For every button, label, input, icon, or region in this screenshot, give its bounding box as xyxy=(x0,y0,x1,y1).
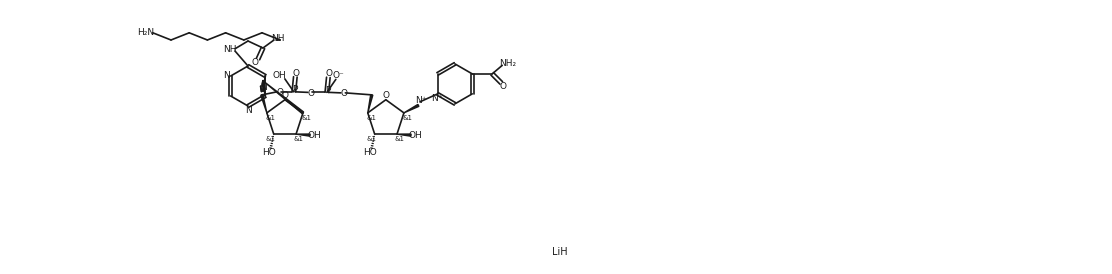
Text: &1: &1 xyxy=(367,136,377,142)
Text: O: O xyxy=(383,92,390,101)
Text: &1: &1 xyxy=(367,115,377,121)
Text: LiH: LiH xyxy=(553,247,568,257)
Text: &1: &1 xyxy=(266,136,276,142)
Text: NH: NH xyxy=(224,45,237,55)
Text: &1: &1 xyxy=(403,115,413,121)
Text: OH: OH xyxy=(408,131,423,140)
Text: N: N xyxy=(222,72,229,81)
Polygon shape xyxy=(404,104,419,113)
Polygon shape xyxy=(368,95,373,113)
Polygon shape xyxy=(397,134,411,136)
Text: H₂N: H₂N xyxy=(137,28,155,37)
Text: P: P xyxy=(291,85,297,94)
Text: O: O xyxy=(277,88,284,97)
Text: &1: &1 xyxy=(395,136,405,142)
Text: &1: &1 xyxy=(294,136,304,142)
Text: HO: HO xyxy=(364,148,377,157)
Text: O⁻: O⁻ xyxy=(332,71,345,80)
Text: OH: OH xyxy=(308,131,321,140)
Text: O: O xyxy=(252,58,259,67)
Text: O: O xyxy=(499,82,507,91)
Text: O: O xyxy=(308,89,315,98)
Text: O: O xyxy=(340,89,348,98)
Text: NH₂: NH₂ xyxy=(499,59,516,68)
Polygon shape xyxy=(261,95,267,113)
Text: OH: OH xyxy=(272,71,286,80)
Text: P: P xyxy=(325,86,330,95)
Text: O: O xyxy=(292,68,300,78)
Polygon shape xyxy=(262,81,304,114)
Text: N: N xyxy=(260,82,267,92)
Text: O: O xyxy=(326,69,332,78)
Polygon shape xyxy=(296,134,310,136)
Text: HO: HO xyxy=(262,148,276,157)
Text: N: N xyxy=(245,106,251,115)
Text: N⁺: N⁺ xyxy=(415,96,427,105)
Text: &1: &1 xyxy=(301,115,311,121)
Text: NH: NH xyxy=(271,35,285,44)
Text: O: O xyxy=(282,92,289,101)
Text: N⁺: N⁺ xyxy=(430,94,443,102)
Text: &1: &1 xyxy=(266,115,276,121)
